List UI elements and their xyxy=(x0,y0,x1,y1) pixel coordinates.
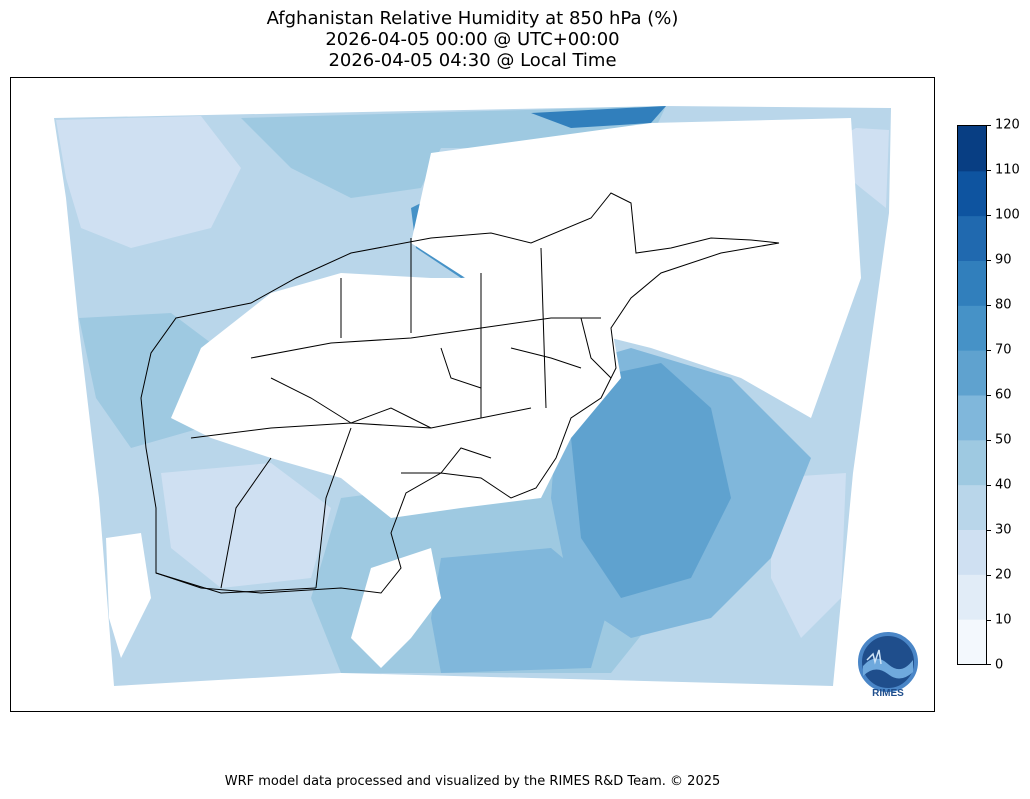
colorbar-tick-label: 10 xyxy=(995,612,1012,628)
colorbar-tick xyxy=(987,305,991,306)
colorbar xyxy=(957,125,987,665)
colorbar-swatch xyxy=(958,260,986,306)
colorbar-tick xyxy=(987,485,991,486)
colorbar-swatches xyxy=(958,126,986,664)
colorbar-tick xyxy=(987,575,991,576)
colorbar-tick-label: 120 xyxy=(995,117,1020,133)
humidity-field-low-southeast xyxy=(771,473,846,638)
colorbar-tick-label: 70 xyxy=(995,342,1012,358)
colorbar-tick xyxy=(987,350,991,351)
humidity-field-strip-northeast xyxy=(531,106,666,128)
title-line-1: Afghanistan Relative Humidity at 850 hPa… xyxy=(266,8,679,29)
rimes-logo: RIMES xyxy=(855,632,921,702)
colorbar-tick-label: 110 xyxy=(995,162,1020,178)
admin-boundaries xyxy=(140,192,780,594)
footer-credit: WRF model data processed and visualized … xyxy=(224,774,721,789)
title-line-3: 2026-04-05 04:30 @ Local Time xyxy=(328,50,617,71)
masked-area-central xyxy=(171,273,621,518)
map-panel xyxy=(10,77,935,712)
colorbar-tick-label: 50 xyxy=(995,432,1012,448)
masked-area-south xyxy=(351,548,441,668)
colorbar-tick-label: 90 xyxy=(995,252,1012,268)
colorbar-tick xyxy=(987,664,991,665)
colorbar-tick-label: 60 xyxy=(995,387,1012,403)
humidity-field-high-south xyxy=(431,548,611,673)
colorbar-tick xyxy=(987,440,991,441)
colorbar-swatch xyxy=(958,439,986,486)
colorbar-tick xyxy=(987,260,991,261)
humidity-map xyxy=(54,106,891,686)
colorbar-tick-label: 20 xyxy=(995,567,1012,583)
title-line-2: 2026-04-05 00:00 @ UTC+00:00 xyxy=(325,29,620,50)
colorbar-tick xyxy=(987,620,991,621)
colorbar-swatch xyxy=(958,619,986,664)
colorbar-tick-label: 80 xyxy=(995,297,1012,313)
colorbar-ticks: 0 10 20 30 40 50 60 70 80 90 100 110 120 xyxy=(987,119,1030,672)
colorbar-tick-label: 100 xyxy=(995,207,1020,223)
logo-text: RIMES xyxy=(872,688,904,699)
map-title: Afghanistan Relative Humidity at 850 hPa… xyxy=(10,8,935,71)
colorbar-tick xyxy=(987,125,991,126)
colorbar-swatch xyxy=(958,170,986,217)
masked-area-northeast xyxy=(411,118,861,418)
masked-area-southwest xyxy=(106,533,151,658)
humidity-field-low-west xyxy=(56,116,241,248)
colorbar-swatch xyxy=(958,350,986,396)
humidity-field-mid-north xyxy=(241,106,666,198)
colorbar-tick-label: 30 xyxy=(995,522,1012,538)
colorbar-tick-label: 0 xyxy=(995,657,1004,673)
colorbar-swatch xyxy=(958,215,986,261)
colorbar-swatch xyxy=(958,529,986,575)
colorbar-tick xyxy=(987,530,991,531)
humidity-field-low-southwest xyxy=(161,463,331,588)
colorbar-tick xyxy=(987,215,991,216)
colorbar-swatch xyxy=(958,574,986,620)
colorbar-tick xyxy=(987,170,991,171)
colorbar-swatch xyxy=(958,305,986,351)
rimes-globe-logo-icon: RIMES xyxy=(858,632,918,699)
colorbar-tick xyxy=(987,395,991,396)
humidity-field-core-east xyxy=(571,363,731,598)
colorbar-swatch xyxy=(958,395,986,441)
colorbar-swatch xyxy=(958,484,986,530)
colorbar-swatch xyxy=(958,126,986,172)
colorbar-tick-label: 40 xyxy=(995,477,1012,493)
